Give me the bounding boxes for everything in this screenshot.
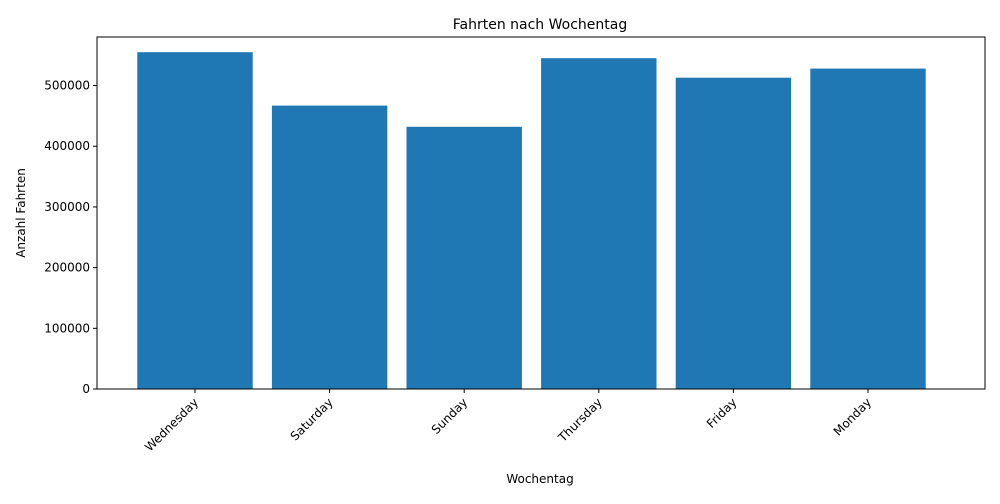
- bar-thursday: [541, 58, 657, 389]
- y-tick-label: 300000: [44, 200, 90, 214]
- bars-layer: [137, 52, 926, 390]
- y-tick-label: 200000: [44, 261, 90, 275]
- y-axis-ticks: 0 100000 200000 300000 400000 500000: [44, 79, 97, 396]
- y-tick-label: 0: [82, 382, 90, 396]
- x-tick-label: Saturday: [288, 395, 336, 443]
- y-tick-label: 400000: [44, 139, 90, 153]
- x-axis-label: Wochentag: [506, 472, 573, 486]
- x-tick-label: Thursday: [555, 395, 605, 445]
- x-tick-label: Friday: [704, 395, 740, 431]
- bar-sunday: [406, 126, 522, 390]
- bar-friday: [675, 77, 792, 389]
- chart-title: Fahrten nach Wochentag: [453, 17, 627, 33]
- bar-wednesday: [137, 52, 253, 389]
- plot-frame: [96, 36, 986, 390]
- x-axis-ticks: Wednesday Saturday Sunday Thursday Friday Mon…: [142, 389, 874, 454]
- x-tick-label: Monday: [831, 395, 874, 438]
- bar-monday: [810, 68, 926, 389]
- y-tick-label: 100000: [44, 321, 90, 335]
- x-tick-label: Sunday: [429, 395, 471, 437]
- y-axis-label: Anzahl Fahrten: [14, 168, 28, 258]
- y-tick-label: 500000: [44, 79, 90, 93]
- bar-saturday: [271, 105, 388, 389]
- x-tick-label: Wednesday: [142, 395, 201, 454]
